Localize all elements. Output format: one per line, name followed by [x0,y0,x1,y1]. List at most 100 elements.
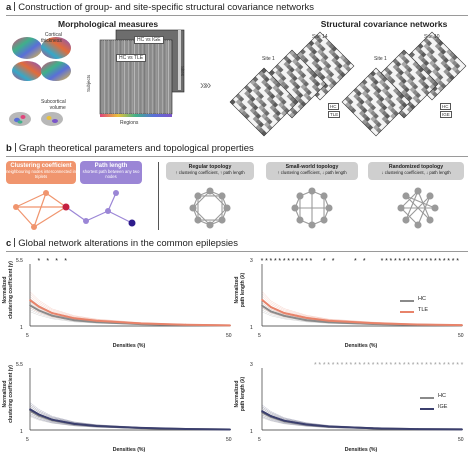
series-line-tle [261,299,463,327]
panel-c-rule [6,251,468,252]
topology-edge [192,207,211,226]
legend-ige-label: IGE [438,404,448,410]
significance-star: * [421,362,424,369]
legend-hc-line [400,300,414,302]
ytick-ige-cc-min: 1 [20,429,23,435]
brain-medial-right [41,61,71,81]
site-line [261,411,463,430]
matrix-stripe [148,40,149,114]
site-line [29,406,231,430]
ytick-tle-cc-min: 1 [20,325,23,331]
significance-star: * [381,258,384,265]
series-point-tle [372,322,375,324]
topology-edge [417,195,431,226]
significance-star: * [345,362,348,369]
topology-node [397,204,405,212]
matrix-stripe [142,40,143,114]
data-matrices [99,29,185,117]
series-point-tle [283,312,286,314]
significance-star: * [394,362,397,369]
significance-star: * [398,258,401,265]
topology-node [206,221,214,229]
topology-regular: Regular topology ↑ clustering coefficien… [166,162,254,180]
series-point-tle [95,319,98,322]
topology-edge [400,207,419,226]
site-line [29,402,231,430]
panel-a-rule [6,15,468,16]
series-point-ige [461,428,463,431]
significance-star: * [367,362,370,369]
topology-node [291,204,299,212]
clustering-pill: Clustering coefficient neighbouring node… [6,161,76,184]
series-point-ige [29,408,31,411]
significance-star: * [296,258,299,265]
series-point-ige [184,428,187,430]
matrix-stripe [126,40,127,114]
panel-a-title: Construction of group- and site-specific… [18,2,314,13]
significance-star: * [412,362,415,369]
panel-b-heading: b Graph theoretical parameters and topolo… [6,143,254,154]
significance-star: * [447,258,450,265]
site-line [29,404,231,430]
matrix-stripe [160,40,161,114]
matrix-stripe [168,40,169,114]
significance-star: * [403,258,406,265]
legend-hc-label-2: HC [438,393,446,399]
topology-edge [405,190,419,221]
matrix-stripe [114,40,115,114]
series-point-ige [305,423,308,426]
panel-b-title: Graph theoretical parameters and topolog… [18,143,254,154]
xtick-tle-pl-max: 50 [458,333,464,339]
brain-renders [9,37,71,126]
brain-lateral-left [12,37,42,59]
matrix-stripe [156,40,157,114]
series-line-tle [29,299,231,327]
legend-tle-label: TLE [418,307,429,313]
matrix-stripe [130,40,131,114]
significance-star: * [390,362,393,369]
scn-title: Structural covariance networks [320,19,448,29]
significance-star: * [456,258,459,265]
series-point-tle [269,306,272,309]
series-point-hc [29,304,31,307]
site-line [29,293,231,326]
significance-star: * [385,362,388,369]
matrix-stripe [144,40,145,114]
xtick-tle-cc-min: 5 [26,333,29,339]
matrix-stripe [134,40,135,114]
series-point-ige [372,427,375,430]
significance-star: * [274,258,277,265]
significance-star: * [305,258,308,265]
series-point-tle [261,299,263,301]
matrix-stripe [118,40,119,114]
significance-star: * [46,258,49,265]
significance-star: * [332,362,335,369]
matrix-stripe [170,40,171,114]
topology-node [320,216,328,224]
significance-star: * [323,362,326,369]
site-line [261,293,463,326]
series-point-tle [140,322,143,325]
scn-matrix [229,67,299,137]
matrix-stripe [102,40,103,114]
significance-star: * [447,362,450,369]
xtick-ige-cc-max: 50 [226,437,232,443]
significance-star: * [416,362,419,369]
significance-star: * [64,258,67,265]
significance-star: * [327,362,330,369]
series-point-tle [461,324,463,327]
significance-star: * [385,258,388,265]
xtick-ige-pl-min: 5 [258,437,261,443]
panel-a-heading: a Construction of group- and site-specifi… [6,2,314,13]
significance-star: * [434,362,437,369]
hc-vs-ige-label: HC vs IGE [134,36,164,44]
series-point-ige [73,423,76,425]
topology-regular-desc: ↑ clustering coefficient, ↑ path length [175,170,245,175]
series-point-tle [51,312,54,315]
topology-node [431,204,439,212]
matrix-stripe [106,40,107,114]
ytick-ige-pl-max: 3 [250,362,253,368]
topology-edge [209,207,228,226]
significance-star: * [438,362,441,369]
matrix-stripe [120,40,121,114]
